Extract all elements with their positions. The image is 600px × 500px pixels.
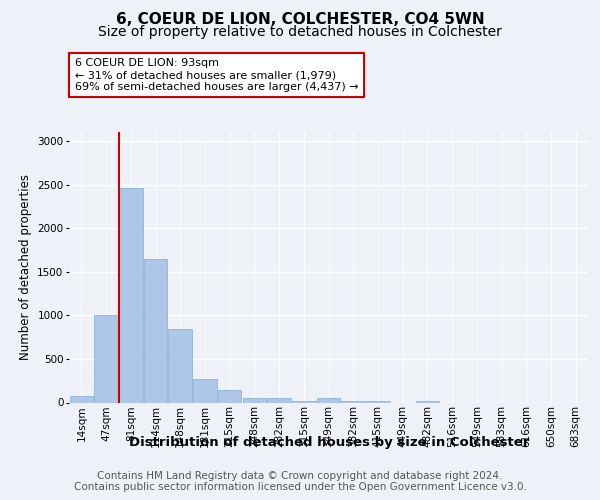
Text: 6, COEUR DE LION, COLCHESTER, CO4 5WN: 6, COEUR DE LION, COLCHESTER, CO4 5WN xyxy=(116,12,484,28)
Bar xyxy=(242,398,266,402)
Bar xyxy=(366,401,389,402)
Text: 6 COEUR DE LION: 93sqm
← 31% of detached houses are smaller (1,979)
69% of semi-: 6 COEUR DE LION: 93sqm ← 31% of detached… xyxy=(75,58,359,92)
Bar xyxy=(268,398,291,402)
Bar xyxy=(317,398,340,402)
Bar xyxy=(70,396,93,402)
Bar xyxy=(416,401,439,402)
Bar xyxy=(193,378,217,402)
Bar xyxy=(169,330,192,402)
Bar xyxy=(119,188,143,402)
Y-axis label: Number of detached properties: Number of detached properties xyxy=(19,174,32,360)
Bar xyxy=(292,401,316,402)
Text: Size of property relative to detached houses in Colchester: Size of property relative to detached ho… xyxy=(98,25,502,39)
Text: Contains HM Land Registry data © Crown copyright and database right 2024.: Contains HM Land Registry data © Crown c… xyxy=(97,471,503,481)
Text: Contains public sector information licensed under the Open Government Licence v3: Contains public sector information licen… xyxy=(74,482,526,492)
Bar xyxy=(94,316,118,402)
Bar xyxy=(341,401,365,402)
Bar xyxy=(144,259,167,402)
Text: Distribution of detached houses by size in Colchester: Distribution of detached houses by size … xyxy=(128,436,529,449)
Bar xyxy=(218,390,241,402)
